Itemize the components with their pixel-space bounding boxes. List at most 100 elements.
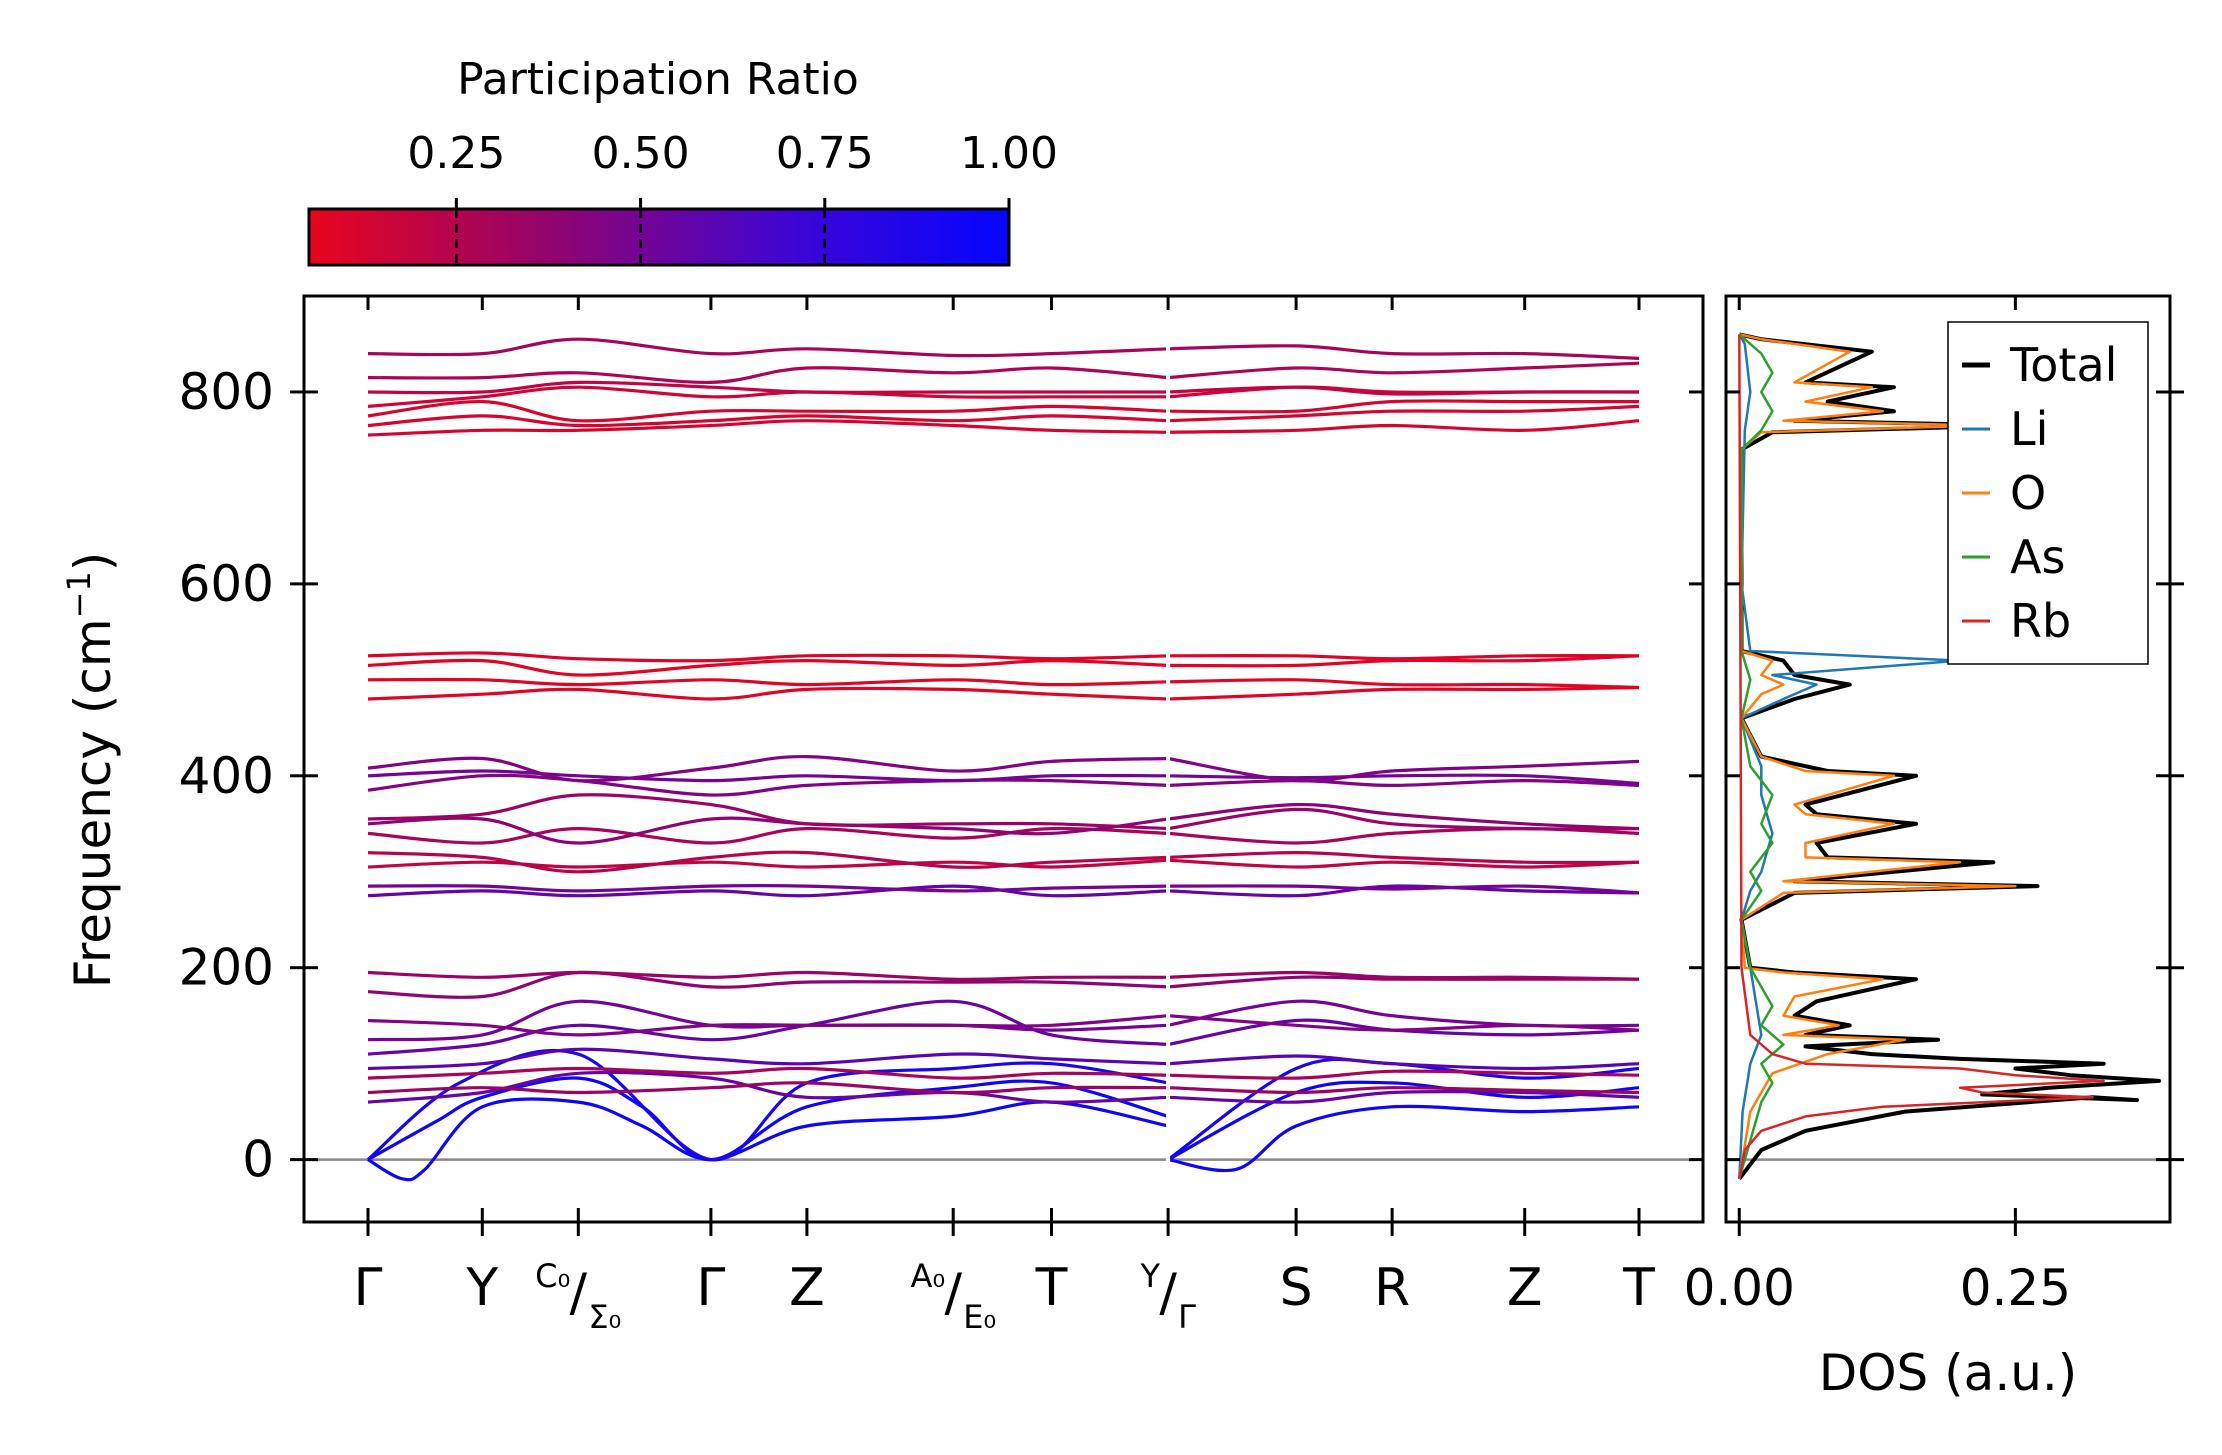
svg-text:Γ: Γ <box>1178 1298 1196 1336</box>
band-low-7 <box>367 1014 1169 1037</box>
band-top-6 <box>1167 361 1640 380</box>
k-point-label: Γ <box>696 1258 725 1318</box>
band-mid-3 <box>1168 858 1640 869</box>
band-top-1 <box>1168 419 1640 434</box>
band-high-1 <box>367 686 1169 701</box>
band-high-2 <box>1168 678 1640 690</box>
band-acoustic-3 <box>366 1048 1169 1162</box>
band-top-4 <box>367 385 1169 408</box>
band-mid-8 <box>367 773 1169 797</box>
k-point-label: R <box>1374 1258 1410 1318</box>
y-tick-label: 800 <box>179 363 274 421</box>
band-mid-7 <box>367 793 1169 831</box>
colorbar-tick-label: 0.50 <box>592 128 690 179</box>
dos-plot-frame <box>1724 294 2172 1224</box>
band-mid-10 <box>1167 756 1640 783</box>
legend: Total Li O As Rb <box>1947 321 2149 665</box>
band-top-5 <box>1168 385 1640 396</box>
svg-text:/: / <box>944 1263 962 1323</box>
band-high-4 <box>1168 654 1640 661</box>
k-point-label-split: A₀ / E₀ <box>910 1257 996 1336</box>
y-tick-label: 400 <box>179 747 274 805</box>
svg-text:Σ₀: Σ₀ <box>588 1298 621 1336</box>
svg-text:E₀: E₀ <box>963 1298 996 1336</box>
band-mid-4 <box>367 850 1169 874</box>
svg-text:/: / <box>570 1263 588 1323</box>
dos-o <box>1738 333 2017 1180</box>
k-path-ticks: Γ Y C₀ / Σ₀ Γ Z A₀ / E₀ T Y / Γ S R Z T <box>354 296 1655 1336</box>
band-low-1 <box>367 1070 1169 1104</box>
dos-ticks: 0.00 0.25 <box>1684 296 2184 1317</box>
dos-tick-label: 0.25 <box>1960 1259 2071 1317</box>
y-tick-label: 600 <box>179 555 274 613</box>
dos-rb <box>1738 334 2105 1180</box>
svg-text:/: / <box>1159 1263 1177 1323</box>
k-point-label: S <box>1280 1258 1313 1318</box>
band-high-4 <box>367 651 1169 663</box>
k-point-label-split: Y / Γ <box>1140 1257 1197 1336</box>
band-mid-10 <box>367 754 1169 783</box>
band-top-3 <box>1168 399 1639 414</box>
band-mid-3 <box>367 858 1169 869</box>
band-low-7 <box>1167 1014 1640 1032</box>
svg-text:A₀: A₀ <box>910 1257 945 1295</box>
legend-label-total: Total <box>2009 338 2117 392</box>
band-top-5 <box>367 380 1169 395</box>
dos-as <box>1738 333 1785 1180</box>
band-high-3 <box>1168 654 1640 668</box>
band-high-2 <box>367 677 1169 687</box>
band-low-4 <box>367 1047 1169 1071</box>
x-axis-label: DOS (a.u.) <box>1819 1344 2078 1402</box>
band-low-3 <box>1168 1069 1640 1080</box>
band-top-7 <box>1168 344 1640 360</box>
k-point-label: Y <box>465 1258 498 1318</box>
band-top-6 <box>367 366 1169 385</box>
k-point-label-split: C₀ / Σ₀ <box>535 1257 621 1336</box>
band-mid-5 <box>367 826 1169 845</box>
colorbar <box>307 207 1011 267</box>
band-mid-9 <box>367 769 1169 783</box>
legend-label-rb: Rb <box>2010 594 2071 648</box>
y-ticks: 0 200 400 600 800 <box>179 363 1703 1189</box>
band-high-1 <box>1168 685 1640 701</box>
y-tick-label: 0 <box>242 1131 274 1189</box>
band-mid-6 <box>367 816 1169 845</box>
band-mid-2 <box>1168 884 1640 895</box>
colorbar-label: Participation Ratio <box>457 54 859 105</box>
band-low-5 <box>1167 1018 1640 1047</box>
colorbar-ticks <box>454 198 1011 265</box>
band-acoustic-2 <box>1167 1080 1640 1162</box>
svg-text:Y: Y <box>1140 1257 1161 1295</box>
band-low-1 <box>1168 1089 1640 1104</box>
band-low-2 <box>367 1081 1169 1095</box>
y-axis-label: Frequency (cm−1) <box>60 552 122 989</box>
band-low-9 <box>367 970 1169 981</box>
band-mid-8 <box>1168 778 1640 788</box>
band-mid-1 <box>1168 884 1640 898</box>
colorbar-tick-labels: 0.25 0.50 0.75 1.00 <box>407 128 1058 179</box>
band-high-3 <box>367 658 1169 677</box>
band-top-2 <box>367 414 1169 428</box>
band-mid-9 <box>1168 773 1640 786</box>
k-point-label: T <box>1035 1258 1068 1318</box>
colorbar-tick-label: 0.75 <box>776 128 874 179</box>
band-top-1 <box>367 419 1169 437</box>
band-mid-4 <box>1168 850 1640 865</box>
colorbar-tick-label: 0.25 <box>407 128 505 179</box>
dos-lines <box>1737 332 2161 1181</box>
band-mid-5 <box>1167 826 1640 845</box>
path-break <box>1166 298 1171 1220</box>
band-low-8 <box>367 970 1169 999</box>
legend-label-li: Li <box>2010 402 2048 456</box>
colorbar-tick-label: 1.00 <box>960 128 1058 179</box>
band-mid-6 <box>1167 802 1640 831</box>
band-mid-1 <box>367 884 1169 898</box>
y-tick-label: 200 <box>179 939 274 997</box>
band-low-6 <box>367 999 1169 1042</box>
band-mid-2 <box>367 883 1169 893</box>
band-low-3 <box>367 1066 1169 1080</box>
band-top-3 <box>367 399 1169 423</box>
k-point-label: Z <box>1507 1258 1543 1318</box>
legend-label-o: O <box>2010 466 2046 520</box>
